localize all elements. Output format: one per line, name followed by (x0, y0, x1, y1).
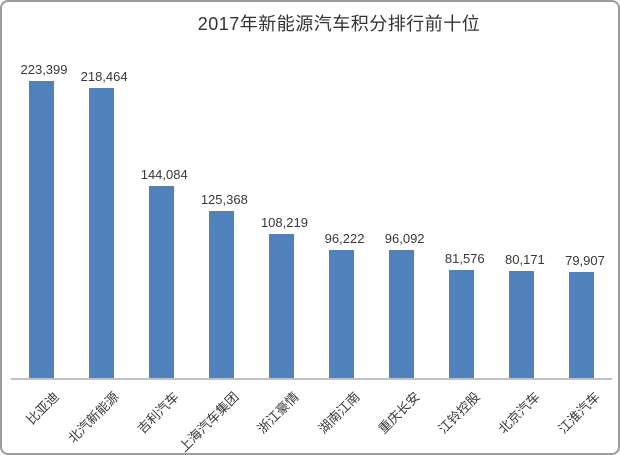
bar (208, 211, 234, 378)
bar-value-label: 218,464 (80, 69, 128, 84)
category-label: 江淮汽车 (555, 389, 603, 437)
bar-value-label: 223,399 (20, 62, 68, 77)
bar (88, 88, 114, 378)
bar (148, 186, 174, 378)
category-label: 上海汽车集团 (176, 389, 243, 455)
bar-value-label: 96,222 (324, 231, 365, 246)
bar-value-label: 81,576 (444, 251, 485, 266)
bar (28, 81, 54, 378)
category-label: 重庆长安 (375, 389, 423, 437)
bar (268, 234, 294, 378)
bar-value-label: 80,171 (504, 252, 545, 267)
category-label: 浙江豪情 (254, 389, 303, 437)
category-label: 江铃控股 (435, 389, 483, 437)
category-label: 北汽新能源 (65, 389, 122, 446)
category-label: 吉利汽车 (134, 389, 182, 437)
bar (329, 250, 355, 378)
bar-value-label: 108,219 (260, 215, 308, 230)
x-axis-line (11, 378, 612, 380)
category-label: 比亚迪 (23, 389, 62, 428)
category-label: 湖南江南 (314, 389, 363, 437)
chart-title: 2017年新能源汽车积分排行前十位 (197, 14, 481, 34)
bar-value-label: 79,907 (565, 253, 605, 268)
bar (509, 271, 535, 378)
bar (449, 270, 475, 378)
bar (389, 250, 415, 378)
bar-value-label: 144,084 (140, 167, 188, 182)
bar (569, 272, 595, 378)
bar-value-label: 125,368 (200, 192, 248, 207)
bar-value-label: 96,092 (384, 231, 425, 246)
category-label: 北京汽车 (495, 389, 543, 437)
